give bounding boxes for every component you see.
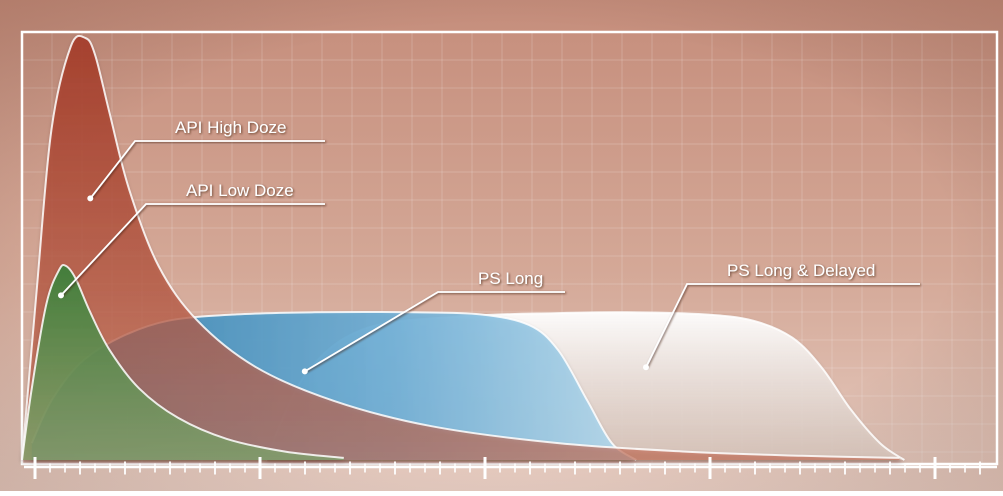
outline-api-low-doze [21,263,344,461]
series-areas [21,34,905,461]
callout-ps-long: PS Long [301,269,565,375]
callout-leader-line [60,203,325,297]
series-label-ps-long: PS Long [478,269,543,288]
area-api-low-doze [22,264,344,460]
annotations: API High Doze API Low Doze PS Long PS Long … [58,118,920,375]
callout-dot [58,292,64,299]
callout-leader-line [304,291,565,373]
series-label-ps-long-and-delayed: PS Long & Delayed [727,261,875,280]
x-axis [24,457,997,479]
callout-api-low-doze: API Low Doze [58,181,325,299]
plot-frame [20,30,999,466]
callout-ps-long-and-delayed: PS Long & Delayed [643,261,920,371]
callout-dot [301,368,308,375]
series-label-api-high-doze: API High Doze [175,118,287,137]
callout-api-high-doze: API High Doze [87,118,325,202]
callout-dot [87,195,94,202]
callout-dot [643,364,649,371]
outline-api-high-doze [21,34,900,461]
series-api-low-doze [21,263,344,461]
series-label-api-low-doze: API Low Doze [186,181,294,200]
callout-leader-line [89,140,325,199]
callout-leader-line [645,283,920,368]
